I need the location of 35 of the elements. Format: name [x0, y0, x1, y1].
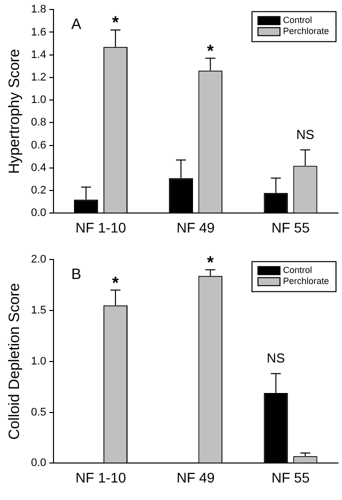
x-tick-label: NF 55 — [271, 469, 310, 486]
y-tick-label: 1.6 — [30, 26, 46, 38]
x-tick-label: NF 1-10 — [75, 219, 126, 236]
x-tick-label: NF 1-10 — [75, 469, 126, 486]
annotation: * — [207, 252, 214, 272]
annotation: NS — [296, 126, 315, 142]
y-tick-label: 0.8 — [30, 116, 46, 129]
y-tick-label: 0.0 — [30, 207, 46, 220]
y-tick-label: 0.0 — [30, 457, 46, 470]
annotation: B — [71, 266, 82, 284]
x-tick-label: NF 55 — [271, 219, 310, 236]
y-tick-label: 2.0 — [30, 254, 46, 266]
y-tick-label: 0.4 — [30, 162, 46, 174]
y-tick-label: 1.8 — [30, 4, 46, 16]
legend-label: Control — [282, 15, 312, 26]
y-tick-label: 1.0 — [30, 355, 46, 368]
annotation: * — [207, 41, 214, 60]
y-tick-label: 1.0 — [30, 94, 46, 106]
x-tick-label: NF 49 — [176, 219, 215, 236]
annotation: * — [112, 13, 120, 32]
x-tick-label: NF 49 — [176, 469, 215, 486]
y-axis-title: Colloid Depletion Score — [6, 283, 24, 440]
y-tick-label: 1.2 — [30, 72, 46, 84]
y-tick-label: 1.5 — [30, 304, 46, 317]
legend-label: Perchlorate — [282, 276, 330, 286]
annotation: NS — [266, 350, 286, 366]
y-tick-label: 0.5 — [30, 406, 46, 418]
y-tick-label: 0.6 — [30, 139, 46, 152]
y-axis-title: Hypertrophy Score — [6, 48, 24, 174]
y-tick-label: 0.2 — [30, 184, 46, 197]
legend-label: Perchlorate — [282, 26, 330, 36]
legend-label: Control — [282, 265, 312, 276]
y-tick-label: 1.4 — [30, 48, 46, 61]
annotation: A — [71, 16, 82, 34]
annotation: * — [112, 273, 120, 292]
